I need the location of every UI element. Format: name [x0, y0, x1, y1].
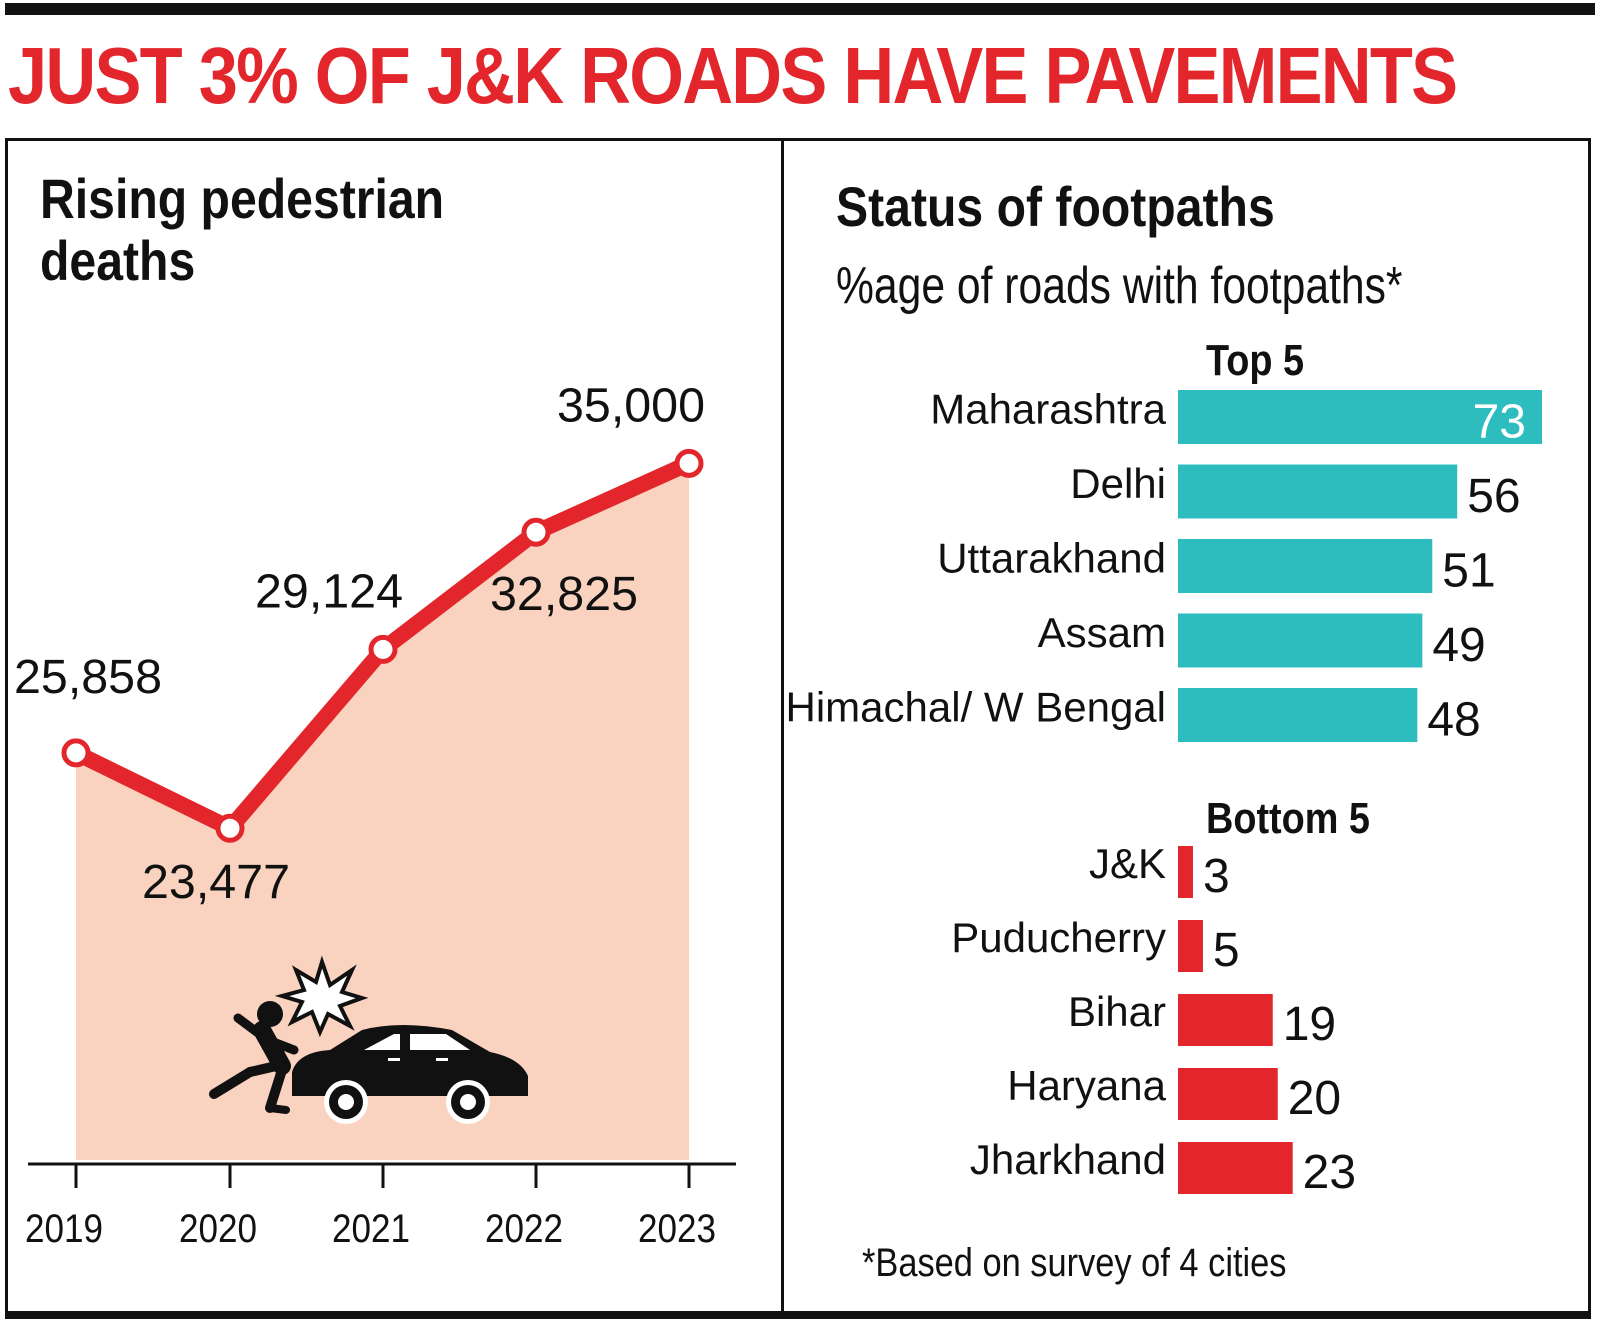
points-layer	[61, 448, 704, 843]
headline: JUST 3% OF J&K ROADS HAVE PAVEMENTS	[8, 31, 1458, 120]
car-icon	[292, 1025, 528, 1124]
top-five-bars: Maharashtra 73 Delhi 56 Uttarakhand 51 Assam 49…	[786, 385, 1542, 747]
bottom-five-category-label: Jharkhand	[970, 1136, 1166, 1183]
footnote: *Based on survey of 4 cities	[862, 1241, 1287, 1285]
data-point-2021	[368, 634, 398, 664]
footpaths-bar-chart: Maharashtra 73 Delhi 56 Uttarakhand 51 Assam 49…	[786, 385, 1542, 1199]
top-five-bar	[1178, 539, 1433, 593]
x-tick-label-2023: 2023	[638, 1207, 716, 1251]
area-fill	[76, 463, 689, 1160]
bottom-five-label: Bottom 5	[1206, 794, 1370, 843]
data-label-2019: 25,858	[14, 651, 162, 704]
top-five-bar	[1178, 613, 1423, 668]
top-five-value-label: 49	[1432, 619, 1485, 672]
data-label-2021: 29,124	[255, 565, 403, 618]
bottom-five-bar	[1178, 846, 1193, 898]
top-five-category-label: Uttarakhand	[937, 534, 1166, 581]
top-five-category-label: Delhi	[1070, 460, 1166, 507]
x-axis: 2019 2020 2021 2022 2023	[25, 1162, 736, 1251]
data-label-2022: 32,825	[490, 568, 638, 621]
top-five-bar	[1178, 688, 1418, 742]
data-point-2019	[61, 738, 91, 768]
bottom-five-category-label: Haryana	[1007, 1062, 1166, 1109]
top-five-category-label: Himachal/ W Bengal	[786, 683, 1166, 730]
top-five-value-label: 56	[1467, 470, 1520, 523]
bottom-five-bar	[1178, 1142, 1293, 1194]
pedestrian-icon	[209, 1001, 299, 1114]
top-five-label: Top 5	[1206, 336, 1305, 385]
bottom-five-bar	[1178, 1068, 1278, 1120]
bottom-five-value-label: 23	[1303, 1146, 1356, 1199]
data-point-2023	[674, 448, 704, 478]
bottom-five-value-label: 19	[1283, 998, 1336, 1051]
top-five-value-label: 48	[1427, 694, 1480, 747]
data-labels-layer: 25,858 23,477 29,124 32,825 35,000	[14, 379, 705, 909]
top-five-category-label: Maharashtra	[930, 385, 1166, 432]
top-five-category-label: Assam	[1038, 609, 1166, 656]
bottom-five-bar	[1178, 920, 1203, 972]
bottom-five-bars: J&K 3 Puducherry 5 Bihar 19 Haryana 20 Jharkhand…	[951, 840, 1356, 1199]
area-layer	[76, 463, 689, 1160]
left-panel-title-line2: deaths	[40, 229, 196, 292]
bottom-five-value-label: 3	[1203, 850, 1230, 903]
bottom-five-category-label: J&K	[1089, 840, 1166, 887]
x-tick-label-2021: 2021	[332, 1207, 410, 1251]
left-panel-title-line1: Rising pedestrian	[40, 167, 445, 230]
bottom-five-category-label: Bihar	[1068, 988, 1166, 1035]
panel-divider	[781, 138, 784, 1313]
chart-frame	[5, 138, 1591, 1319]
right-panel-subtitle: %age of roads with footpaths*	[836, 257, 1403, 315]
data-point-2022	[521, 517, 551, 547]
bottom-five-value-label: 20	[1288, 1072, 1341, 1125]
x-tick-label-2020: 2020	[179, 1207, 257, 1251]
impact-burst-icon	[274, 955, 369, 1038]
x-tick-label-2019: 2019	[25, 1207, 103, 1251]
bottom-five-category-label: Puducherry	[951, 914, 1166, 961]
bottom-five-value-label: 5	[1213, 924, 1240, 977]
data-label-2023: 35,000	[557, 379, 705, 432]
top-five-value-label: 73	[1473, 396, 1526, 449]
bottom-five-bar	[1178, 994, 1273, 1046]
x-tick-label-2022: 2022	[485, 1207, 563, 1251]
data-label-2020: 23,477	[142, 856, 290, 909]
right-panel-title: Status of footpaths	[836, 175, 1275, 238]
top-five-bar	[1178, 390, 1542, 444]
top-five-bar	[1178, 464, 1458, 519]
data-point-2020	[215, 813, 245, 843]
accident-illustration	[209, 955, 528, 1124]
top-rule	[5, 3, 1595, 15]
top-five-value-label: 51	[1442, 545, 1495, 598]
